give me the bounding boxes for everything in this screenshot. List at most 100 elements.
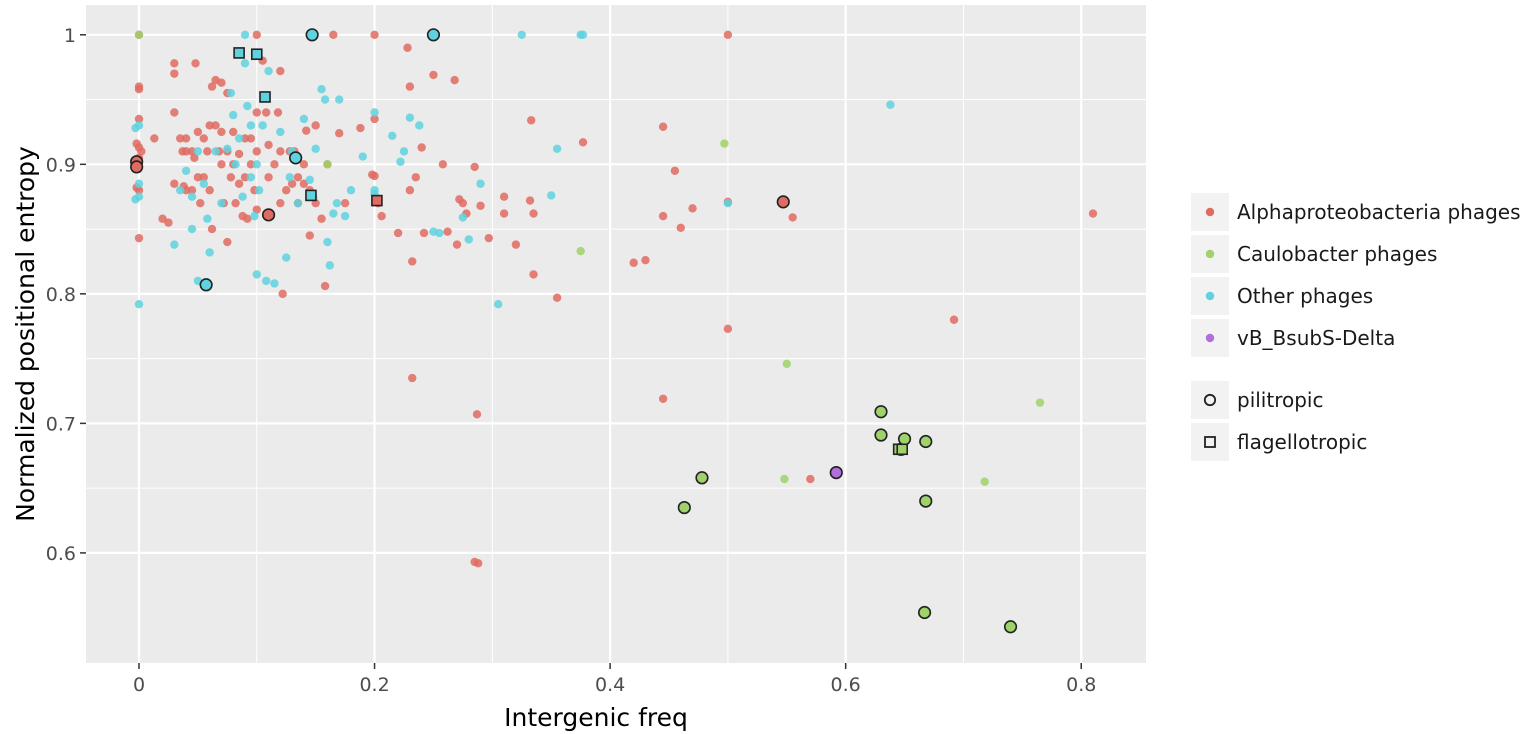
data-point — [370, 114, 379, 124]
data-point — [134, 30, 144, 39]
data-point — [270, 160, 279, 169]
data-point — [252, 108, 261, 117]
data-point — [170, 108, 179, 117]
legend-color-swatch — [1205, 249, 1215, 259]
data-point — [238, 192, 247, 201]
data-point — [170, 59, 179, 68]
legend-color-swatch — [1205, 207, 1215, 217]
y-axis-title: Normalized positional entropy — [11, 146, 40, 522]
data-point — [511, 240, 521, 249]
data-point — [252, 160, 261, 169]
data-point — [193, 147, 203, 156]
data-point — [276, 147, 285, 156]
data-point — [264, 66, 273, 76]
data-point — [293, 173, 303, 182]
data-point — [788, 213, 797, 222]
data-point — [499, 192, 509, 201]
pilitropic-point — [289, 151, 303, 165]
data-point — [576, 246, 585, 256]
data-point — [252, 270, 261, 279]
data-point — [170, 240, 179, 249]
data-point — [273, 108, 283, 117]
data-point — [340, 211, 350, 221]
data-point — [276, 66, 285, 76]
data-point — [494, 300, 503, 309]
data-point — [527, 116, 536, 125]
x-tick-label: 0.8 — [1066, 674, 1096, 696]
data-point — [305, 231, 314, 240]
data-point — [164, 218, 173, 227]
data-point — [474, 559, 483, 568]
data-point — [452, 240, 462, 249]
data-point — [134, 179, 144, 188]
data-point — [285, 173, 294, 182]
data-point — [782, 359, 791, 368]
pilitropic-point — [677, 500, 691, 515]
data-point — [264, 173, 273, 182]
data-point — [217, 160, 226, 169]
legend-label: pilitropic — [1237, 388, 1323, 412]
data-point — [403, 43, 412, 52]
x-tick-label: 0.6 — [831, 674, 861, 696]
data-point — [293, 198, 303, 208]
data-point — [240, 59, 250, 68]
x-tick-label: 0.4 — [595, 674, 625, 696]
data-point — [429, 70, 438, 80]
data-point — [187, 186, 197, 195]
data-point — [578, 30, 588, 39]
data-point — [226, 88, 236, 98]
legend-key — [1191, 381, 1229, 419]
data-point — [150, 134, 159, 143]
data-point — [780, 474, 789, 484]
data-point — [415, 121, 424, 130]
data-point — [370, 171, 379, 181]
data-point — [299, 114, 309, 124]
data-point — [199, 134, 208, 143]
data-point — [170, 179, 179, 188]
data-point — [476, 179, 485, 188]
data-point — [417, 143, 426, 152]
data-point — [443, 227, 452, 236]
legend-label: vB_BsubS-Delta — [1237, 326, 1395, 350]
legend-label: Other phages — [1237, 284, 1373, 308]
data-point — [134, 121, 144, 130]
pilitropic-point — [829, 465, 843, 480]
data-point — [134, 186, 144, 195]
data-point — [181, 166, 191, 175]
data-point — [302, 126, 311, 135]
data-point — [723, 198, 733, 208]
data-point — [282, 253, 291, 262]
data-point — [207, 82, 217, 91]
data-point — [276, 127, 285, 137]
pilitropic-point — [874, 428, 888, 442]
flagellotropic-point — [371, 194, 383, 207]
data-point — [641, 255, 650, 265]
data-point — [517, 30, 526, 39]
data-point — [223, 237, 232, 247]
data-point — [332, 198, 342, 208]
data-point — [311, 144, 320, 153]
pilitropic-point — [776, 195, 790, 209]
data-point — [264, 140, 273, 150]
data-point — [329, 30, 338, 39]
data-point — [688, 204, 697, 213]
x-tick-label: 0 — [133, 674, 145, 696]
pilitropic-point — [919, 494, 933, 508]
data-point — [262, 276, 271, 286]
data-point — [231, 198, 240, 208]
flagellotropic-point — [250, 48, 263, 61]
data-point — [438, 160, 448, 169]
data-point — [1088, 209, 1098, 218]
data-point — [658, 394, 668, 403]
y-tick-label: 1 — [64, 25, 76, 47]
data-point — [393, 228, 403, 238]
data-point — [240, 134, 250, 143]
data-point — [217, 198, 226, 208]
x-axis-title: Intergenic freq — [504, 703, 688, 732]
data-point — [134, 192, 144, 201]
data-point — [335, 129, 344, 138]
data-point — [346, 186, 356, 195]
pilitropic-point — [130, 160, 144, 174]
data-point — [980, 477, 989, 486]
